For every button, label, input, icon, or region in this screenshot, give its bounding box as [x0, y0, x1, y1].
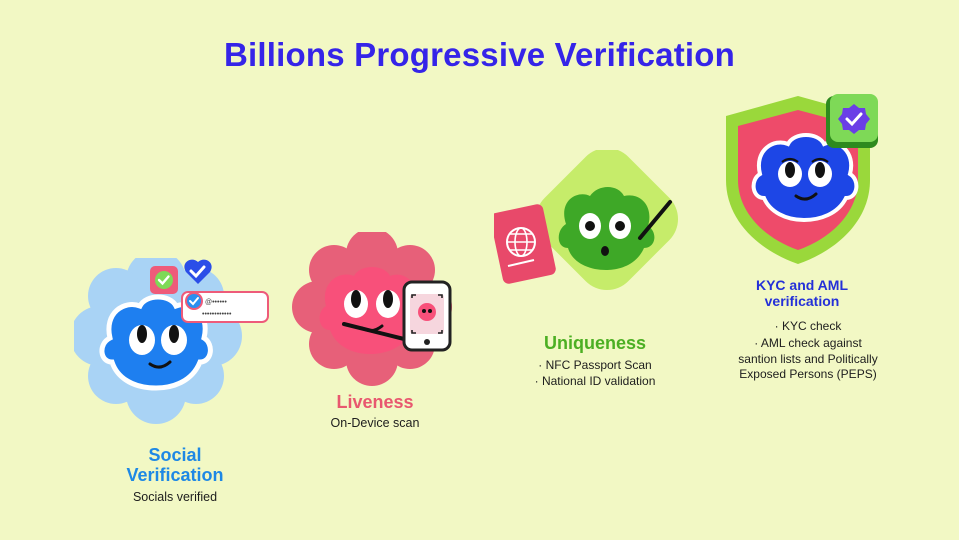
check-badge-icon: [826, 94, 878, 148]
passport-icon: [494, 204, 556, 284]
bullet-item: NFC Passport Scan: [510, 358, 680, 374]
phone-scan-icon: [402, 280, 452, 352]
bullet-item: National ID validation: [510, 374, 680, 390]
liveness-title: Liveness: [336, 392, 414, 412]
social-verification-illustration: @•••••• ••••••••••••: [74, 258, 269, 424]
kyc-illustration: [726, 94, 878, 264]
social-verification-subtitle: Socials verified: [132, 490, 218, 504]
uniqueness-illustration: [494, 150, 679, 291]
kyc-aml-title: KYC and AML verification: [755, 277, 849, 309]
card-handle: @••••••: [205, 299, 227, 306]
kyc-aml-bullets: KYC check AML check against santion list…: [735, 319, 881, 383]
liveness-illustration: [292, 232, 452, 386]
check-badge-icon: [150, 266, 178, 294]
page-title: Billions Progressive Verification: [224, 36, 735, 73]
heart-check-icon: [184, 259, 212, 284]
social-profile-card: @•••••• ••••••••••••: [181, 291, 269, 323]
uniqueness-blob-icon: [535, 150, 679, 291]
uniqueness-bullets: NFC Passport Scan National ID validation: [510, 358, 680, 390]
bullet-item: AML check against santion lists and Poli…: [735, 336, 881, 383]
social-verification-title: Social Verification: [126, 445, 224, 486]
card-text: ••••••••••••: [202, 311, 232, 318]
bullet-item: KYC check: [735, 319, 881, 335]
uniqueness-title: Uniqueness: [543, 333, 647, 353]
liveness-subtitle: On-Device scan: [330, 416, 420, 430]
